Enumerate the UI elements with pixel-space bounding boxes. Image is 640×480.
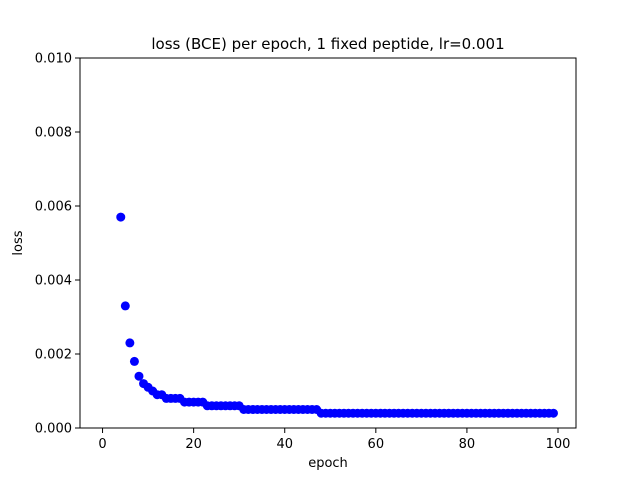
y-tick-label-1: 0.002 [35, 348, 72, 363]
data-point-8 [134, 371, 144, 381]
x-tick-label-4: 80 [459, 437, 476, 452]
plot-frame [79, 57, 577, 429]
chart-title: loss (BCE) per epoch, 1 fixed peptide, l… [151, 35, 504, 53]
data-point-5 [120, 301, 130, 311]
x-tick-label-3: 60 [368, 437, 385, 452]
x-axis-label: epoch [308, 456, 348, 471]
y-tick-label-4: 0.008 [35, 126, 72, 141]
y-tick-label-5: 0.010 [35, 52, 72, 67]
y-axis-label: loss [11, 230, 26, 255]
y-tick-label-3: 0.006 [35, 200, 72, 215]
y-tick-label-0: 0.000 [35, 422, 72, 437]
y-tick-label-2: 0.004 [35, 274, 72, 289]
data-point-4 [116, 212, 126, 222]
x-axis-ticks: 0 20 40 60 80 100 [98, 428, 570, 452]
x-tick-label-5: 100 [546, 437, 571, 452]
x-tick-label-0: 0 [98, 437, 106, 452]
x-tick-label-2: 40 [276, 437, 293, 452]
data-points [116, 212, 558, 418]
data-point-7 [129, 356, 139, 366]
x-tick-label-1: 20 [185, 437, 202, 452]
data-point-99 [548, 408, 558, 418]
y-axis-ticks: 0.000 0.002 0.004 0.006 0.008 0.010 [35, 52, 80, 437]
data-point-6 [125, 338, 135, 348]
